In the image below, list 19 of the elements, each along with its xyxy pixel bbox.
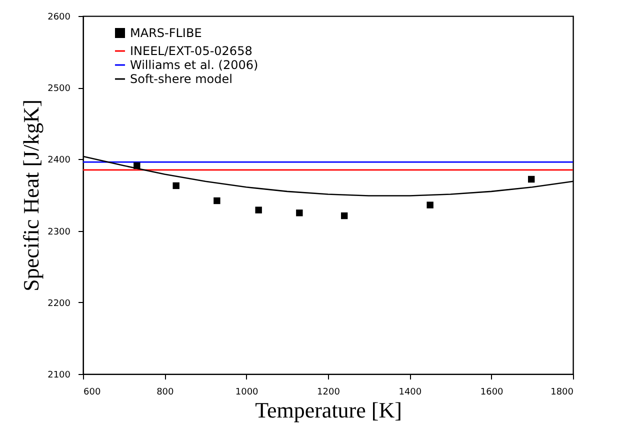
x-tick-label: 1600	[480, 388, 504, 398]
y-tick-label: 2100	[48, 370, 71, 380]
y-tick-label: 2500	[48, 84, 71, 94]
y-tick-label: 2400	[48, 156, 71, 166]
x-tick-label: 1200	[317, 388, 340, 398]
x-tick-label: 1800	[550, 388, 574, 398]
y-tick-label: 2600	[48, 12, 71, 22]
x-tick-label: 1400	[398, 388, 422, 398]
y-axis-title: Specific Heat [J/kgK]	[18, 100, 44, 292]
legend-label: MARS-FLIBE	[130, 26, 202, 40]
x-axis-title: Temperature [K]	[255, 398, 402, 422]
legend-label: INEEL/EXT-05-02658	[130, 44, 252, 58]
legend-label: Williams et al. (2006)	[130, 58, 258, 72]
y-tick-label: 2300	[48, 227, 71, 238]
x-tick-label: 1000	[235, 388, 259, 398]
x-tick-label: 800	[156, 388, 174, 398]
y-tick-label: 2200	[48, 298, 71, 309]
legend-label: Soft-shere model	[130, 72, 232, 86]
x-tick-label: 600	[84, 388, 101, 398]
